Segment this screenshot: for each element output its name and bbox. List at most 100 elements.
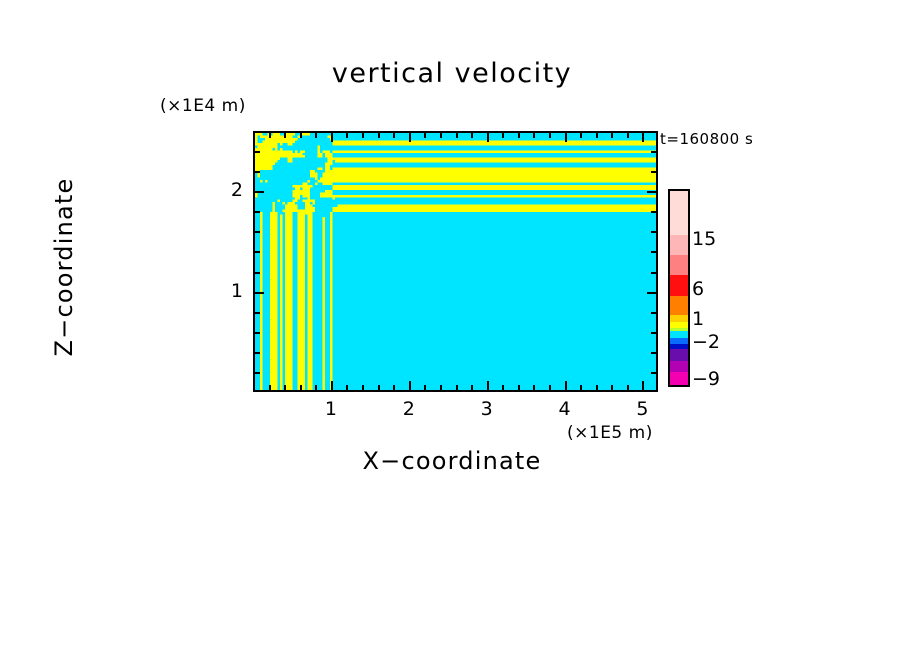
tick-mark xyxy=(409,133,411,142)
colorbar-band xyxy=(670,255,688,276)
tick-mark xyxy=(255,292,264,294)
tick-mark xyxy=(549,385,551,390)
y-axis-unit-label: (×1E4 m) xyxy=(160,96,246,116)
tick-mark xyxy=(647,292,656,294)
x-tick-label: 4 xyxy=(558,398,571,420)
colorbar-band xyxy=(670,314,688,322)
colorbar-band xyxy=(670,321,688,329)
axis-tick-marks xyxy=(253,131,658,392)
tick-mark xyxy=(627,385,629,390)
tick-mark xyxy=(565,133,567,142)
tick-mark xyxy=(651,272,656,274)
tick-mark xyxy=(651,251,656,253)
colorbar-tick-label: 1 xyxy=(692,308,705,330)
tick-mark xyxy=(284,133,286,138)
colorbar-band xyxy=(670,337,688,344)
tick-mark xyxy=(440,385,442,390)
colorbar-band xyxy=(670,331,688,338)
tick-mark xyxy=(642,381,644,390)
tick-mark xyxy=(533,133,535,138)
tick-mark xyxy=(651,312,656,314)
colorbar-tick-label: −2 xyxy=(692,331,721,353)
tick-mark xyxy=(300,133,302,138)
tick-mark xyxy=(409,381,411,390)
tick-mark xyxy=(255,372,260,374)
colorbar-band xyxy=(670,343,688,350)
tick-mark xyxy=(651,352,656,354)
tick-mark xyxy=(580,385,582,390)
tick-mark xyxy=(647,191,656,193)
tick-mark xyxy=(440,133,442,138)
colorbar-band xyxy=(670,372,688,385)
colorbar-band xyxy=(670,235,688,256)
tick-mark xyxy=(487,381,489,390)
tick-mark xyxy=(255,171,260,173)
y-tick-label: 1 xyxy=(230,279,243,302)
tick-mark xyxy=(255,272,260,274)
colorbar-band xyxy=(670,275,688,296)
tick-mark xyxy=(487,133,489,142)
colorbar-tick-label: 6 xyxy=(692,278,705,300)
tick-mark xyxy=(393,133,395,138)
x-axis-unit-label: (×1E5 m) xyxy=(567,423,653,443)
x-axis-title: X−coordinate xyxy=(362,447,542,475)
tick-mark xyxy=(346,133,348,138)
tick-mark xyxy=(471,133,473,138)
tick-mark xyxy=(627,133,629,138)
tick-mark xyxy=(651,372,656,374)
tick-mark xyxy=(518,385,520,390)
vertical-velocity-field xyxy=(255,133,656,390)
colorbar-tick-label: −9 xyxy=(692,368,721,390)
tick-mark xyxy=(565,381,567,390)
tick-mark xyxy=(315,385,317,390)
tick-mark xyxy=(471,385,473,390)
tick-mark xyxy=(300,385,302,390)
tick-mark xyxy=(393,385,395,390)
tick-mark xyxy=(651,231,656,233)
tick-mark xyxy=(255,231,260,233)
timestamp-annotation: t=160800 s xyxy=(660,130,754,148)
tick-mark xyxy=(255,332,260,334)
tick-mark xyxy=(269,133,271,138)
x-tick-label: 2 xyxy=(402,398,415,420)
tick-mark xyxy=(642,133,644,142)
tick-mark xyxy=(378,133,380,138)
tick-mark xyxy=(611,385,613,390)
tick-mark xyxy=(611,133,613,138)
page-title: vertical velocity xyxy=(331,58,573,89)
tick-mark xyxy=(549,133,551,138)
tick-mark xyxy=(284,385,286,390)
tick-mark xyxy=(269,385,271,390)
tick-mark xyxy=(255,191,264,193)
tick-mark xyxy=(596,385,598,390)
tick-mark xyxy=(651,332,656,334)
tick-mark xyxy=(331,133,333,142)
tick-mark xyxy=(456,133,458,138)
x-tick-label: 3 xyxy=(480,398,493,420)
tick-mark xyxy=(580,133,582,138)
contour-plot-area xyxy=(253,131,658,392)
tick-mark xyxy=(533,385,535,390)
tick-mark xyxy=(424,133,426,138)
tick-mark xyxy=(424,385,426,390)
tick-mark xyxy=(378,385,380,390)
y-axis-title: Z−coordinate xyxy=(50,177,78,357)
colorbar-band xyxy=(670,328,688,332)
tick-mark xyxy=(346,385,348,390)
x-tick-label: 1 xyxy=(324,398,337,420)
tick-mark xyxy=(315,133,317,138)
tick-mark xyxy=(502,385,504,390)
tick-mark xyxy=(255,312,260,314)
tick-mark xyxy=(362,133,364,138)
tick-mark xyxy=(456,385,458,390)
colorbar-band xyxy=(670,295,688,315)
tick-mark xyxy=(255,211,260,213)
tick-mark xyxy=(331,381,333,390)
tick-mark xyxy=(651,171,656,173)
tick-mark xyxy=(255,251,260,253)
tick-mark xyxy=(651,211,656,213)
y-tick-label: 2 xyxy=(230,179,243,202)
tick-mark xyxy=(502,133,504,138)
tick-mark xyxy=(651,151,656,153)
